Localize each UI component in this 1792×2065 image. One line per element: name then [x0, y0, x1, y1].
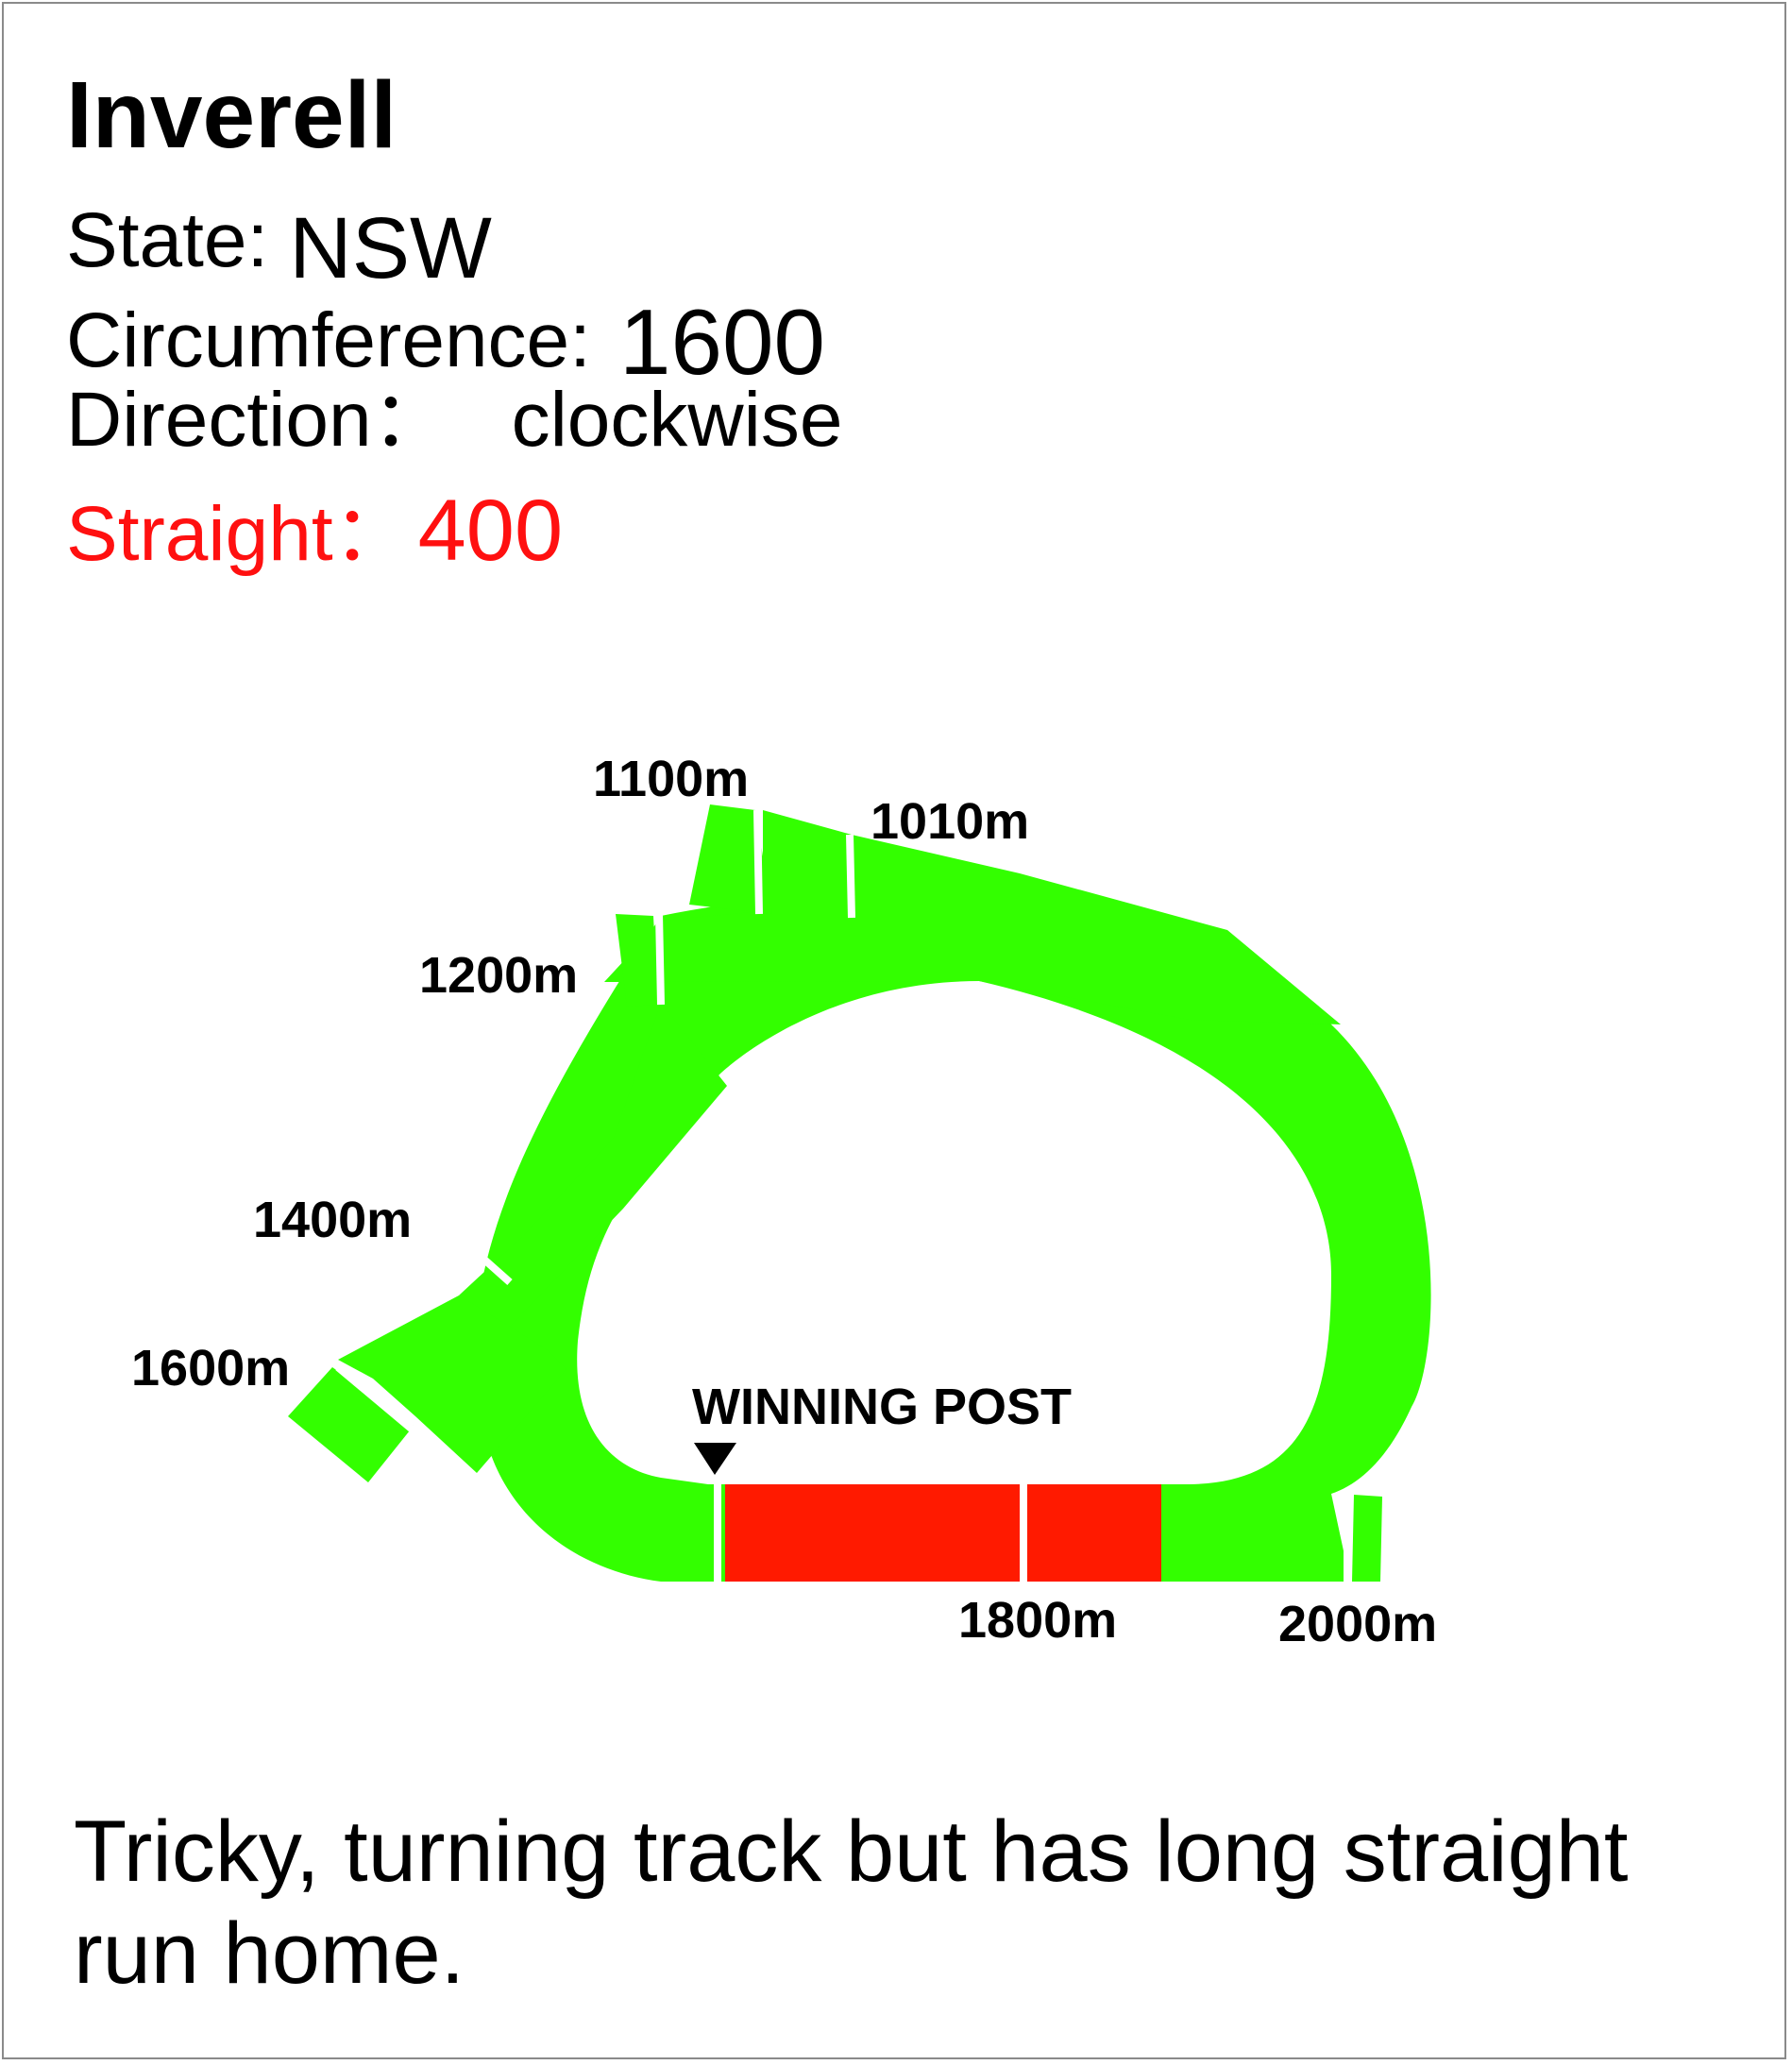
track-description: Tricky, turning track but has long strai…: [74, 1803, 1629, 2002]
tick-1100: [753, 809, 763, 915]
straight-value: 400: [417, 482, 564, 579]
marker-1400: 1400m: [253, 1192, 412, 1248]
track-chute-1200: [616, 914, 658, 1007]
straight-row: Straight：400: [66, 487, 563, 574]
tick-1010: [846, 834, 855, 919]
straight-label: Straight：: [66, 491, 411, 577]
marker-ticks: [335, 809, 1351, 1584]
circumference-value: 1600: [618, 290, 825, 394]
state-row: State: NSW: [66, 194, 492, 293]
direction-row: Direction： clockwise: [66, 381, 842, 459]
marker-1010: 1010m: [871, 793, 1029, 850]
circumference-label: Circumference:: [66, 297, 591, 383]
winning-post-pointer: [694, 1443, 736, 1475]
track-chute-diagonal: [459, 1003, 727, 1327]
marker-1100: 1100m: [593, 751, 749, 807]
winning-post-label: WINNING POST: [692, 1379, 1072, 1435]
track-chute-1010: [604, 810, 1341, 1024]
circumference-row: Circumference: 1600: [66, 288, 825, 388]
tick-1600: [335, 1363, 416, 1434]
marker-2000: 2000m: [1278, 1596, 1437, 1652]
track-chute-1400: [338, 1295, 566, 1473]
tick-1400: [456, 1234, 513, 1285]
tick-1200: [655, 913, 665, 1006]
state-value: NSW: [289, 200, 492, 296]
marker-1600: 1600m: [131, 1340, 290, 1396]
direction-value: clockwise: [511, 377, 843, 463]
direction-label: Direction：: [66, 377, 449, 463]
marker-1200: 1200m: [419, 947, 578, 1004]
home-straight-end: [1025, 1484, 1161, 1582]
track-chute-1600: [288, 1367, 414, 1482]
track-chute-2000: [1352, 1495, 1382, 1582]
track-oval: [476, 891, 1431, 1582]
track-name: Inverell: [66, 62, 397, 168]
track-chute-1100: [689, 804, 772, 914]
state-label: State:: [66, 197, 269, 283]
marker-1800: 1800m: [958, 1592, 1117, 1649]
